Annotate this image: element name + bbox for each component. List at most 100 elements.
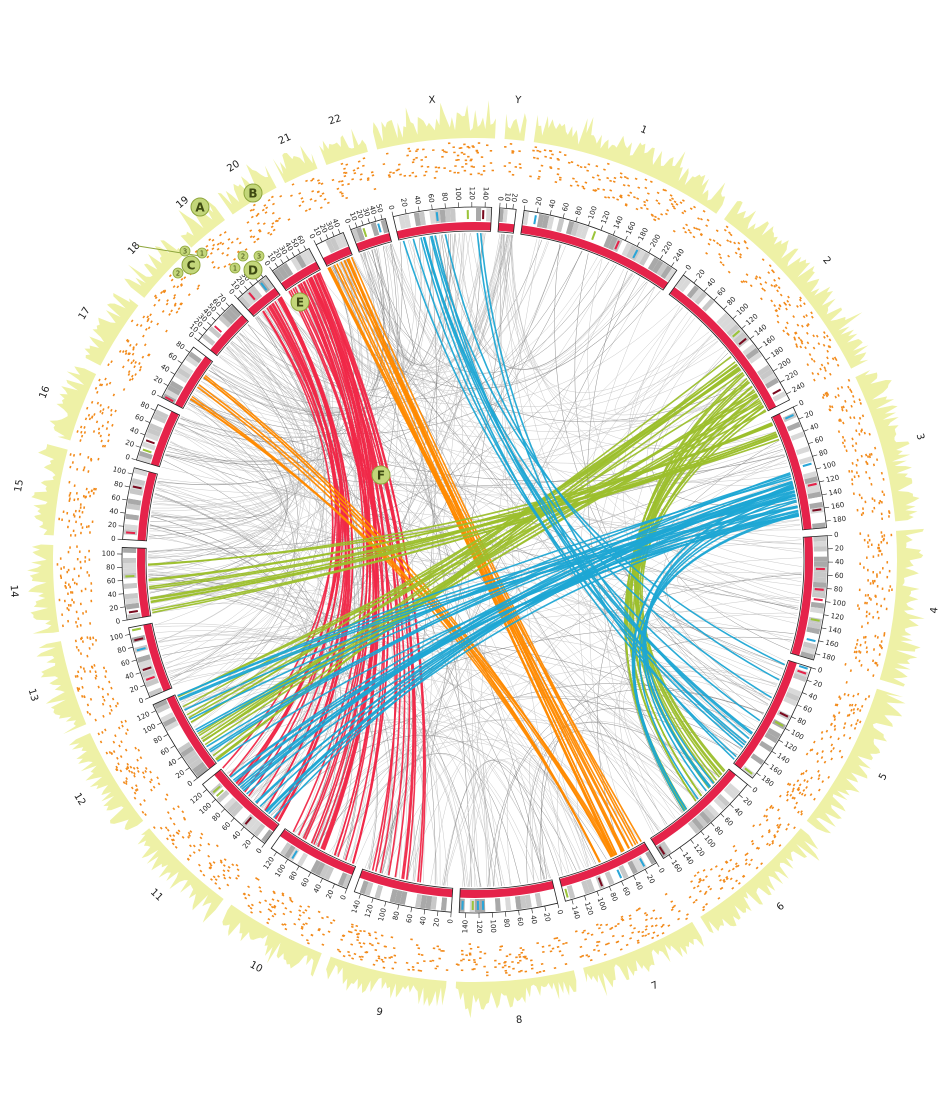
dot [115,766,118,769]
dot [381,959,384,961]
part-label: 1 [200,250,204,258]
tick [355,223,357,228]
tick-label: 100 [489,919,498,933]
dot [657,192,660,195]
dot [733,845,736,848]
tick-label: 100 [112,465,127,476]
tick [136,673,141,675]
dot [125,352,128,355]
dot [321,944,324,946]
dot [464,170,466,172]
dot [112,698,114,701]
dot [730,234,733,237]
dot [354,929,357,931]
tick-label: 60 [516,917,525,927]
dot [855,429,857,432]
dot [760,862,763,865]
dot [850,669,852,672]
tick [584,896,586,901]
dot [823,366,826,369]
dot [363,942,366,944]
dot [645,925,648,927]
dot [751,842,754,845]
dot [800,813,803,816]
dot [69,497,71,500]
tick [793,405,798,407]
histogram [505,113,527,141]
dot [223,265,226,268]
dot [799,792,802,795]
dot [821,737,824,740]
dot [345,164,348,166]
dot [705,252,708,255]
tick-label: 0 [834,531,839,539]
histogram [373,100,496,149]
dot [65,586,67,589]
dot [375,937,378,939]
dot [97,458,99,461]
dot [552,948,555,950]
dot [592,189,595,191]
dot [98,732,100,735]
dot [75,675,77,678]
dot [806,780,809,783]
dot [474,961,476,963]
dot [212,239,215,242]
tick-label: 80 [211,811,223,823]
histogram [326,957,446,1007]
dot [178,307,181,310]
dot [861,625,863,628]
dot [305,180,308,182]
tick-label: 200 [777,357,793,371]
tick [185,349,189,352]
dot [851,470,853,473]
dot [584,182,587,184]
dot [80,624,82,627]
dot [605,924,608,926]
marker-label: C [187,259,196,273]
dot [80,652,82,655]
dot [245,248,248,251]
marker-part: 2 [238,251,248,261]
dot [293,923,296,925]
dot [80,506,82,509]
dot [68,583,70,585]
dot [621,916,624,918]
dot [409,150,412,152]
tick [212,317,216,320]
tick-label: 100 [832,599,846,609]
dot [131,375,134,378]
dot [695,899,698,902]
tick-label: 20 [399,197,409,207]
dot [655,917,658,920]
dot [93,413,95,416]
dot [129,378,132,381]
dot [132,353,135,356]
dot [818,774,821,777]
dot [134,361,137,364]
tick [221,308,225,312]
dot [270,233,273,236]
dot [128,770,131,773]
dot [80,677,82,680]
dot [558,939,561,941]
tick-label: 80 [608,891,619,902]
tick-label: 20 [645,874,656,886]
tick [576,217,577,222]
dot [678,910,681,913]
dot [67,620,69,623]
tick [338,229,340,234]
dot [359,930,362,932]
tick [826,521,831,522]
dot [792,315,795,318]
dot [88,550,90,552]
dot [239,242,242,245]
dot [769,264,772,267]
tick [811,668,816,670]
dot [134,792,137,795]
dot [826,335,829,338]
dot [88,414,90,417]
dot [84,670,86,673]
chromosome-label: 15 [13,479,26,493]
tick [563,213,564,218]
